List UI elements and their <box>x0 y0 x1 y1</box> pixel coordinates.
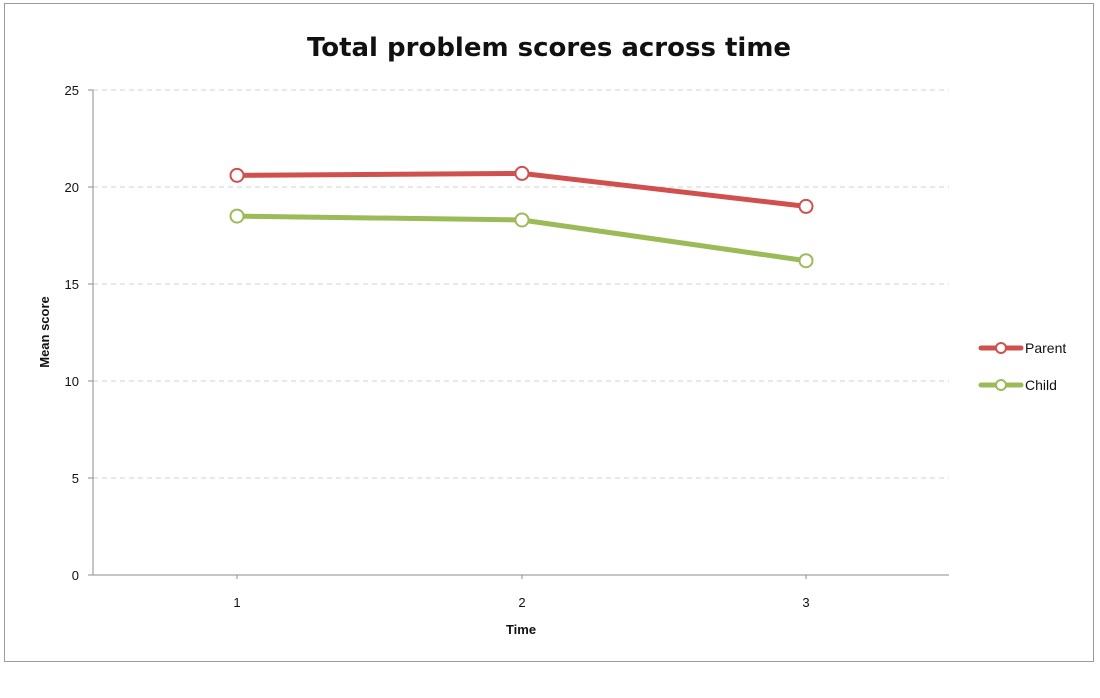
data-point-child <box>798 253 814 269</box>
data-point-parent <box>798 198 814 214</box>
legend: Parent Child <box>978 340 1066 393</box>
chart-title: Total problem scores across time <box>307 33 791 63</box>
y-tick-label: 15 <box>65 277 79 292</box>
x-tick-label: 2 <box>518 595 525 610</box>
line-chart: Total problem scores across time 0 5 10 15 2… <box>37 33 1066 637</box>
data-point-child <box>514 212 530 228</box>
y-tick-label: 5 <box>72 471 79 486</box>
data-point-child <box>229 208 245 224</box>
x-tick-labels: 1 2 3 <box>233 575 810 610</box>
series-lines <box>229 165 814 269</box>
legend-marker-child <box>995 379 1007 391</box>
gridlines <box>93 89 949 479</box>
y-axis-title: Mean score <box>37 296 52 368</box>
legend-item-parent: Parent <box>978 340 1066 356</box>
y-tick-label: 10 <box>65 374 79 389</box>
y-tick-labels: 0 5 10 15 20 25 <box>65 83 93 583</box>
data-point-parent <box>229 167 245 183</box>
chart-frame: Total problem scores across time 0 5 10 15 2… <box>4 3 1094 662</box>
y-tick-label: 20 <box>65 180 79 195</box>
x-axis-title: Time <box>506 622 536 637</box>
data-point-parent <box>514 165 530 181</box>
y-tick-label: 25 <box>65 83 79 98</box>
y-tick-label: 0 <box>72 568 79 583</box>
x-tick-label: 3 <box>802 595 809 610</box>
x-tick-label: 1 <box>233 595 240 610</box>
legend-label-child: Child <box>1025 377 1057 393</box>
legend-label-parent: Parent <box>1025 340 1066 356</box>
legend-marker-parent <box>995 342 1007 354</box>
legend-item-child: Child <box>978 377 1057 393</box>
clipped-caption-edge <box>0 668 1100 698</box>
